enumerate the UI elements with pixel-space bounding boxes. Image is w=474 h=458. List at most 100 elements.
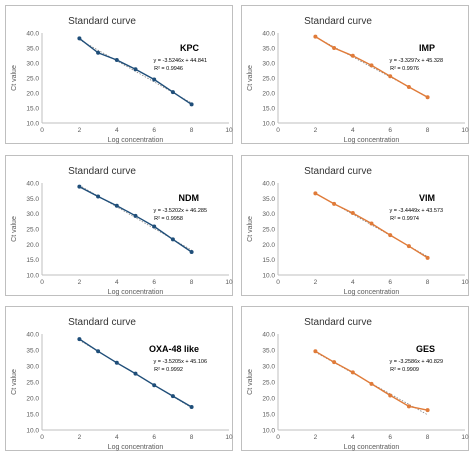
data-point	[350, 370, 355, 375]
chart-title: Standard curve	[304, 317, 372, 328]
chart-panel-ndm: Standard curve 10.0 15.0 20.0 25.0 30.0 35.0 40…	[5, 155, 233, 296]
x-tick-label: 6	[388, 127, 392, 134]
data-point	[369, 221, 374, 226]
x-tick-label: 2	[314, 127, 318, 134]
x-tick-label: 8	[426, 434, 430, 441]
data-point	[77, 184, 82, 189]
y-tick-label: 10.0	[262, 428, 275, 435]
x-tick-label: 4	[351, 127, 355, 134]
x-tick-label: 6	[388, 434, 392, 441]
data-point	[152, 383, 157, 388]
x-tick-label: 0	[40, 127, 44, 134]
data-point	[114, 360, 119, 365]
data-point	[406, 404, 411, 409]
x-tick-label: 0	[40, 434, 44, 441]
chart-title: Standard curve	[68, 317, 136, 328]
data-point	[425, 95, 430, 100]
data-point	[406, 85, 411, 89]
x-tick-label: 8	[190, 127, 194, 134]
r-squared: R² = 0.9974	[390, 216, 419, 222]
x-axis-title: Log concentration	[344, 137, 400, 144]
data-point	[350, 53, 355, 58]
trend-equation: y = -3.5205x + 45.106	[153, 359, 207, 365]
x-tick-label: 2	[314, 279, 318, 286]
y-tick-label: 10.0	[262, 273, 275, 280]
data-point	[77, 36, 82, 41]
x-tick-label: 10	[225, 127, 233, 134]
chart-svg-ndm: Standard curve10.015.020.025.030.035.040…	[11, 166, 233, 296]
y-tick-label: 35.0	[26, 348, 39, 355]
chart-svg-kpc: Standard curve10.015.020.025.030.035.040…	[11, 16, 233, 144]
x-tick-label: 6	[152, 127, 156, 134]
x-tick-label: 0	[276, 127, 280, 134]
data-point	[96, 50, 101, 55]
data-point	[189, 404, 194, 409]
data-point	[369, 381, 374, 386]
chart-title: Standard curve	[304, 166, 372, 177]
y-tick-label: 25.0	[26, 380, 39, 387]
data-point	[189, 250, 194, 254]
y-tick-label: 30.0	[262, 364, 275, 371]
x-tick-label: 6	[152, 279, 156, 286]
y-axis-title: Ct value	[247, 216, 254, 242]
x-tick-label: 0	[276, 279, 280, 286]
y-tick-label: 35.0	[26, 46, 39, 53]
y-tick-label: 35.0	[26, 196, 39, 203]
x-tick-label: 6	[388, 279, 392, 286]
y-tick-label: 15.0	[26, 412, 39, 419]
chart-panel-oxa48: Standard curve 10.0 15.0 20.0 25.0 30.0 35.0 40…	[5, 306, 233, 451]
chart-title: Standard curve	[68, 166, 136, 177]
y-tick-label: 20.0	[26, 242, 39, 249]
chart-svg-vim: Standard curve10.015.020.025.030.035.040…	[247, 166, 469, 296]
r-squared: R² = 0.9909	[390, 367, 419, 373]
y-tick-label: 25.0	[26, 76, 39, 83]
chart-title: Standard curve	[304, 16, 372, 27]
y-tick-label: 40.0	[26, 181, 39, 188]
r-squared: R² = 0.9946	[154, 66, 183, 72]
data-point	[369, 63, 374, 68]
data-point	[332, 201, 337, 206]
x-tick-label: 10	[461, 127, 469, 134]
chart-svg-ges: Standard curve10.015.020.025.030.035.040…	[247, 317, 469, 451]
data-point	[313, 191, 318, 196]
gene-label: IMP	[419, 43, 435, 53]
y-tick-label: 40.0	[262, 181, 275, 188]
series-line	[315, 192, 428, 259]
y-tick-label: 15.0	[262, 257, 275, 264]
data-point	[170, 90, 175, 95]
data-point	[313, 349, 318, 354]
data-point	[388, 74, 393, 79]
x-axis-title: Log concentration	[344, 444, 400, 451]
data-point	[332, 46, 337, 50]
y-tick-label: 10.0	[26, 121, 39, 128]
data-point	[96, 349, 101, 354]
chart-svg-imp: Standard curve10.015.020.025.030.035.040…	[247, 16, 469, 144]
y-axis-title: Ct value	[11, 216, 18, 242]
data-point	[350, 211, 355, 216]
data-point	[77, 337, 82, 342]
y-tick-label: 10.0	[26, 428, 39, 435]
gene-label: OXA-48 like	[149, 344, 199, 354]
y-tick-label: 10.0	[26, 273, 39, 280]
trend-equation: y = -3.3297x + 45.328	[389, 58, 443, 64]
trend-equation: y = -3.4449x + 43.573	[389, 208, 443, 214]
y-tick-label: 15.0	[26, 106, 39, 113]
x-tick-label: 8	[190, 434, 194, 441]
data-point	[313, 34, 318, 39]
data-point	[425, 255, 430, 260]
chart-panel-ges: Standard curve 10.0 15.0 20.0 25.0 30.0 35.0 40…	[241, 306, 469, 451]
x-tick-label: 10	[225, 434, 233, 441]
trend-equation: y = -3.5246x + 44.841	[153, 58, 207, 64]
x-tick-label: 0	[276, 434, 280, 441]
gene-label: VIM	[419, 193, 435, 203]
y-tick-label: 40.0	[26, 332, 39, 339]
x-tick-label: 0	[40, 279, 44, 286]
y-tick-label: 30.0	[26, 211, 39, 218]
y-tick-label: 10.0	[262, 121, 275, 128]
y-axis-title: Ct value	[11, 369, 18, 395]
data-point	[114, 203, 119, 208]
data-point	[170, 394, 175, 399]
x-axis-title: Log concentration	[108, 444, 164, 451]
x-tick-label: 2	[314, 434, 318, 441]
x-tick-label: 4	[351, 279, 355, 286]
